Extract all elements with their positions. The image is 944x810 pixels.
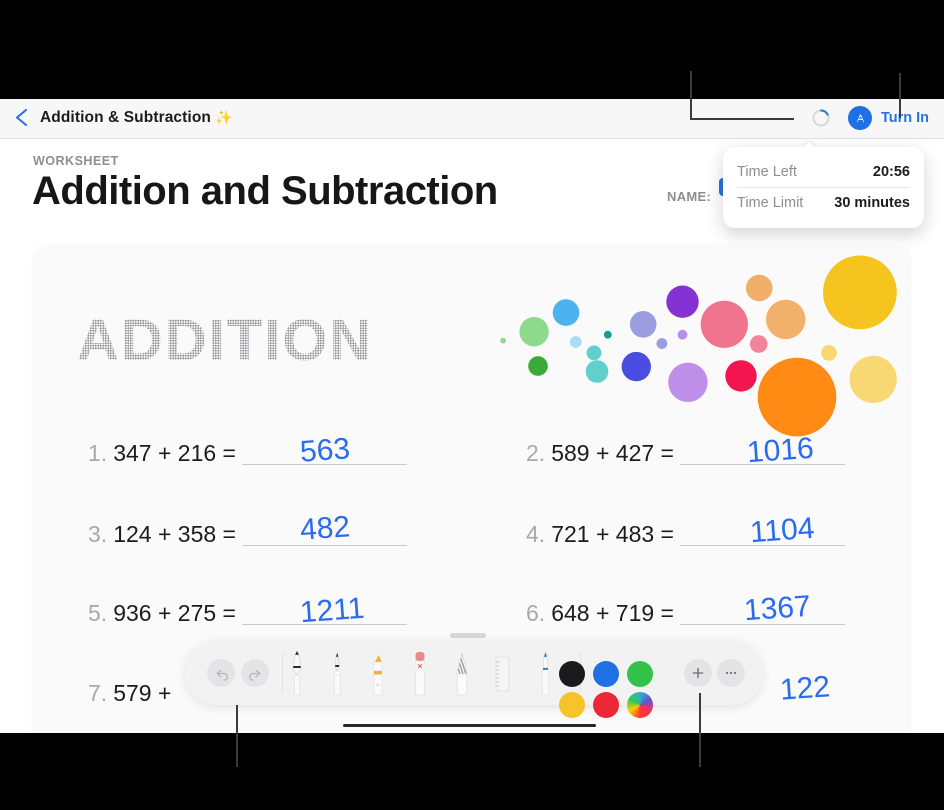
svg-text:80: 80	[376, 682, 381, 687]
svg-text:✕: ✕	[417, 664, 423, 671]
